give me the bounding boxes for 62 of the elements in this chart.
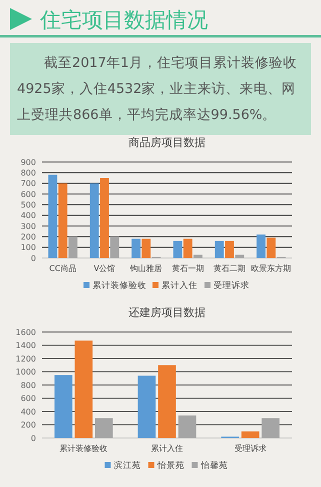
y-tick-label: 100 [20,243,36,252]
legend-label: 累计入住 [162,280,198,291]
y-tick-label: 0 [30,434,36,443]
y-tick-label: 900 [20,158,36,167]
bar [173,240,182,258]
y-tick-label: 1400 [16,341,36,350]
text: 截至2017年1月，住宅项目累计装修验收4925家，入住4532家，业主来访、来电、网上受理共866单，平均完成率达99.56%。 [17,55,297,123]
bar [132,238,140,258]
y-tick-label: 800 [20,380,36,390]
y-tick-label: 800 [20,168,36,178]
x-tick-label: 黄石一期 [172,264,204,273]
x-tick-label: 累计装修验收 [60,444,108,453]
text: 住宅项目数据情况 [39,8,208,32]
bar [54,375,72,438]
y-tick-label: 1600 [16,328,36,337]
legend-label: 累计装修验收 [92,280,146,291]
y-tick-label: 200 [20,232,36,242]
chart-title: 商品房项目数据 [128,136,206,149]
bar [214,240,224,258]
y-tick-label: 0 [30,254,36,263]
bar [262,418,280,438]
y-tick-label: 1200 [16,354,36,364]
legend-label: 滨江苑 [114,460,141,471]
y-tick-label: 700 [20,179,36,188]
bar [178,415,196,438]
bar [266,238,276,258]
y-tick-label: 400 [20,211,36,220]
bar [74,340,93,438]
y-tick-label: 600 [20,394,36,404]
bar [142,238,151,258]
x-tick-label: CC尚品 [49,264,76,273]
x-tick-label: 受理诉求 [234,444,266,453]
bar [48,174,58,258]
y-tick-label: 600 [20,190,36,199]
y-tick-label: 400 [20,407,36,416]
x-tick-label: 黄石二期 [214,264,246,273]
bar [138,376,156,438]
bar [90,183,99,258]
bar [110,236,120,258]
bar [68,236,78,258]
y-tick-label: 200 [20,420,36,430]
bar [256,234,266,258]
bar [235,254,244,258]
bar [95,418,113,438]
bar [194,254,202,258]
x-tick-label: V公馆 [94,264,116,273]
bar [158,365,176,438]
x-tick-label: 钩山雅居 [129,264,162,273]
legend-label: 怡景苑 [156,460,184,471]
legend-label: 受理诉求 [214,280,250,291]
legend-label: 怡馨苑 [200,460,228,471]
bar [58,183,68,258]
bar [241,431,260,438]
bar [183,238,192,258]
bar [100,178,109,258]
y-tick-label: 300 [20,222,36,231]
y-tick-label: 500 [20,200,36,210]
chart-title: 还建房项目数据 [128,306,206,319]
bar [225,240,234,258]
x-tick-label: 欧景东方期 [251,264,292,273]
y-tick-label: 1000 [16,368,36,377]
x-tick-label: 累计入住 [151,444,183,453]
